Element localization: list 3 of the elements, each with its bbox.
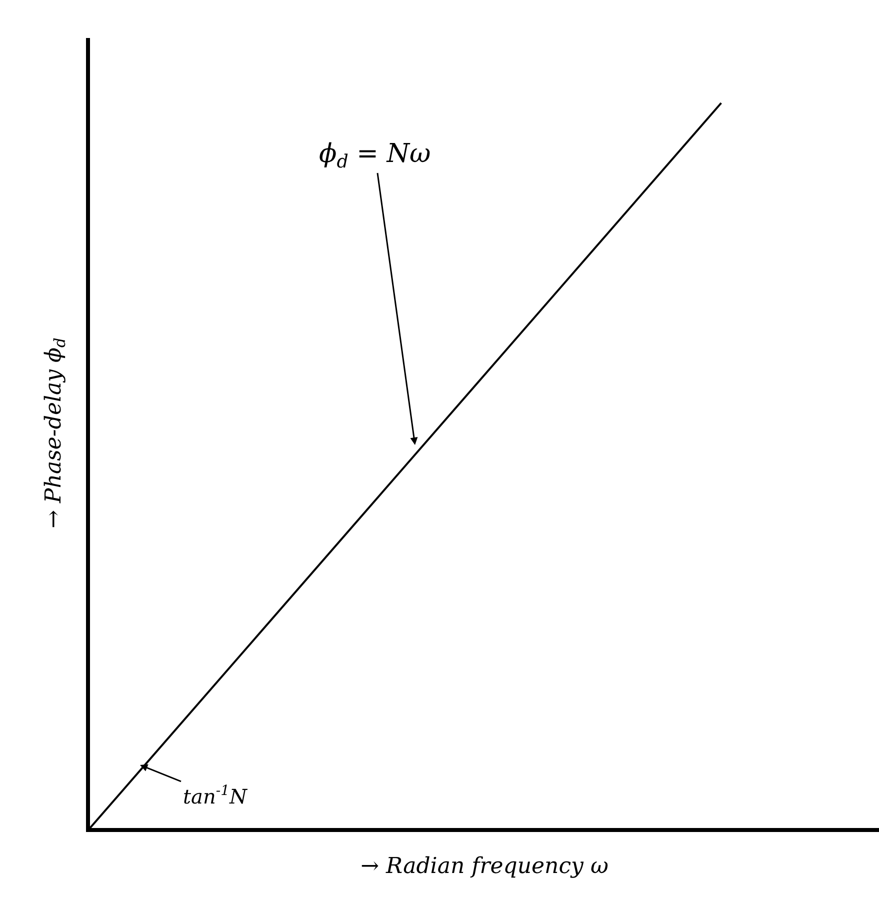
annotation: ϕ$_{d}$ = Nω bbox=[319, 139, 431, 172]
x-axis-title: → Radian frequency ω bbox=[360, 854, 608, 879]
annotation: tan$^{-1}$N bbox=[183, 783, 248, 808]
